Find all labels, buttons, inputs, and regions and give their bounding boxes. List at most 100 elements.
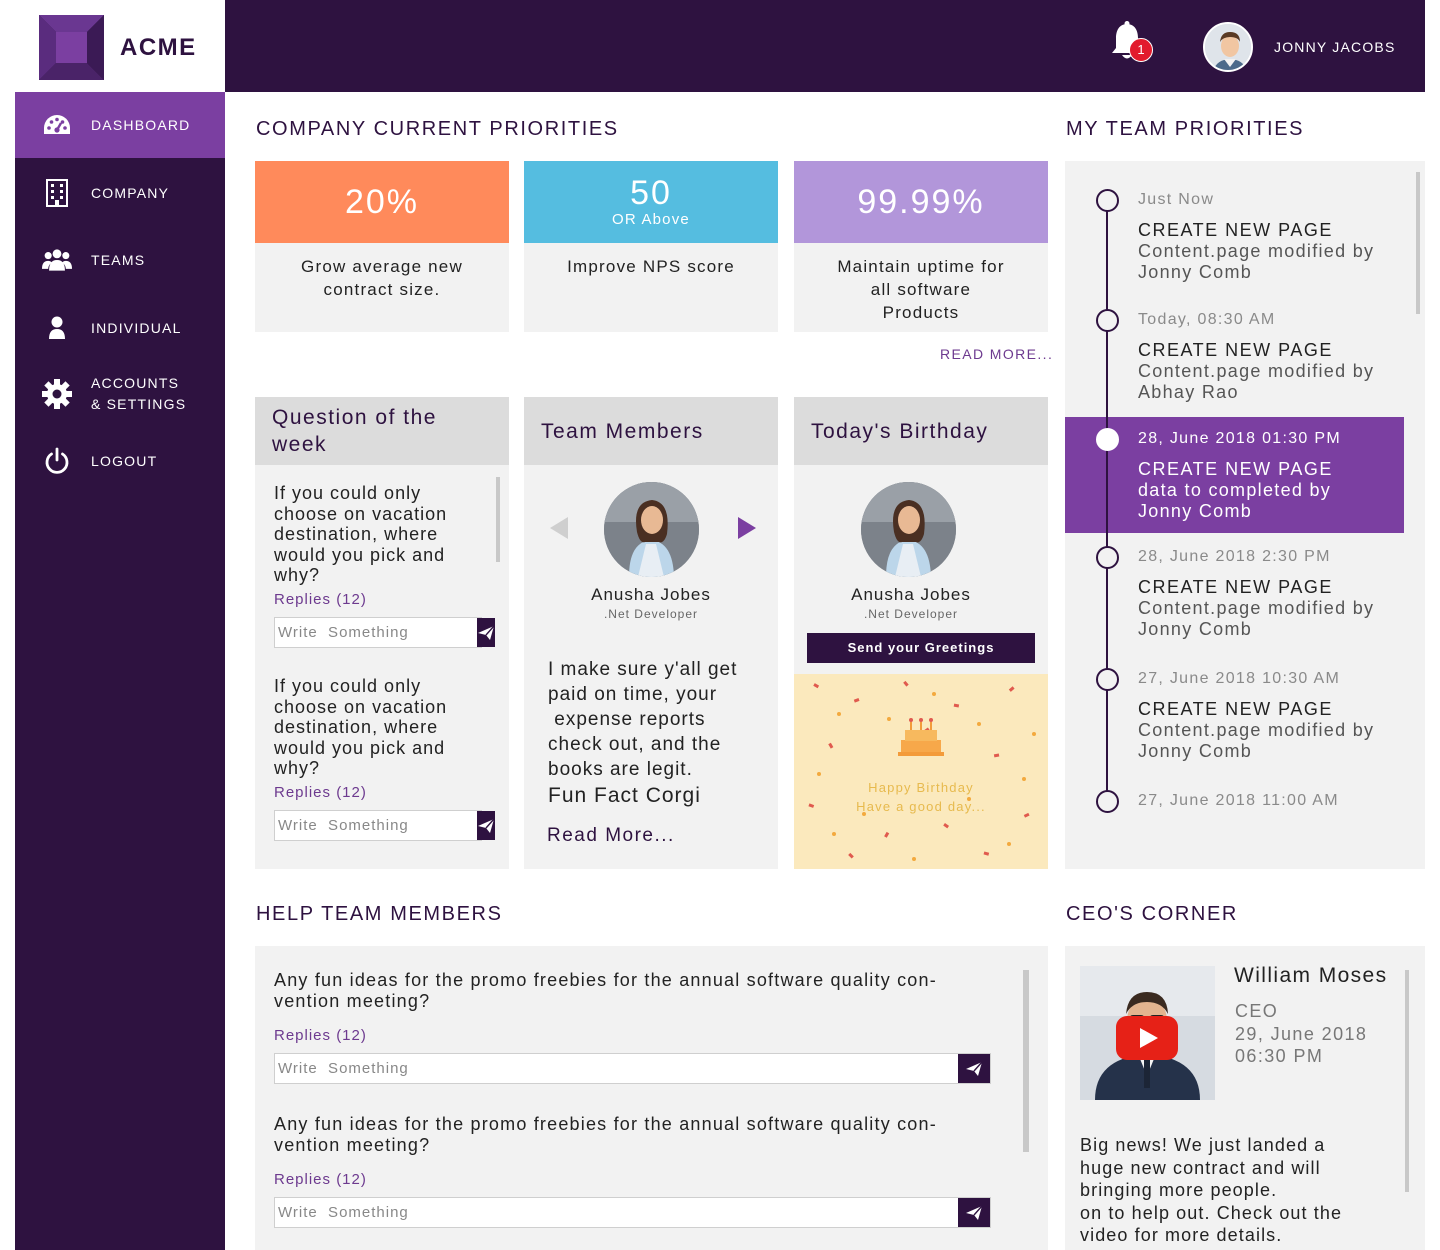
timeline-time: Today, 08:30 AM [1138, 311, 1276, 328]
user-name[interactable]: JONNY JACOBS [1274, 39, 1396, 55]
timeline-desc-line: Jonny Comb [1138, 741, 1253, 761]
reply-input[interactable] [275, 1054, 958, 1083]
send-button[interactable] [958, 1198, 990, 1227]
gear-icon [42, 379, 72, 409]
timeline-dot [1096, 790, 1119, 813]
send-button[interactable] [958, 1054, 990, 1083]
quote-line: expense reports [548, 709, 706, 730]
timeline-entry-active[interactable]: 28, June 2018 01:30 PM CREATE NEW PAGE d… [1138, 429, 1408, 522]
send-button[interactable] [477, 618, 495, 647]
timeline-desc-line: Abhay Rao [1138, 382, 1239, 402]
sidebar-item-individual[interactable]: INDIVIDUAL [15, 295, 225, 361]
ceo-role: CEO [1235, 1001, 1279, 1021]
timeline-desc-line: Content.page modified by [1138, 361, 1375, 381]
send-button[interactable] [477, 811, 495, 840]
card-title-line: week [272, 433, 328, 456]
timeline-desc-line: Content.page modified by [1138, 598, 1375, 618]
scrollbar-thumb[interactable] [496, 477, 500, 562]
timeline-dot [1096, 309, 1119, 332]
reply-input[interactable] [275, 811, 477, 840]
reply-input[interactable] [275, 1198, 958, 1227]
ceo-video[interactable] [1080, 966, 1215, 1100]
scrollbar-thumb[interactable] [1416, 172, 1420, 314]
group-icon [42, 245, 72, 275]
timeline-entry[interactable]: Just Now CREATE NEW PAGE Content.page mo… [1138, 190, 1408, 283]
sidebar-item-teams[interactable]: TEAMS [15, 227, 225, 293]
priority-card-1: 20% Grow average new contract size. [255, 161, 509, 332]
timeline-entry[interactable]: Today, 08:30 AM CREATE NEW PAGE Content.… [1138, 310, 1408, 403]
member-name: Anusha Jobes [851, 585, 971, 604]
replies-link[interactable]: Replies (12) [274, 1171, 367, 1188]
timeline-time: Just Now [1138, 191, 1215, 208]
timeline-entry[interactable]: 28, June 2018 2:30 PM CREATE NEW PAGE Co… [1138, 547, 1408, 640]
sidebar-item-label: LOGOUT [91, 452, 158, 469]
question-text: If you could only choose on vacation des… [274, 483, 489, 586]
scrollbar-thumb[interactable] [1023, 970, 1029, 1152]
timeline-line [1106, 201, 1108, 801]
timeline-entry[interactable]: 27, June 2018 10:30 AM CREATE NEW PAGE C… [1138, 669, 1408, 762]
replies-link[interactable]: Replies (12) [274, 784, 367, 801]
ceo-corner-title: CEO'S CORNER [1066, 903, 1238, 925]
sidebar-item-logout[interactable]: LOGOUT [15, 428, 225, 494]
team-members-header: Team Members [524, 397, 778, 465]
timeline-dot [1096, 189, 1119, 212]
timeline-desc-line: Jonny Comb [1138, 619, 1253, 639]
help-question-text: Any fun ideas for the promo freebies for… [274, 970, 1004, 1012]
sidebar-item-label-line2: & SETTINGS [91, 396, 187, 412]
user-avatar[interactable] [1203, 22, 1253, 72]
timeline-time: 28, June 2018 2:30 PM [1138, 548, 1331, 565]
quote-line: books are legit. [548, 759, 693, 780]
sidebar-item-label: TEAMS [91, 251, 146, 268]
timeline-entry[interactable]: 27, June 2018 11:00 AM [1138, 791, 1408, 811]
scrollbar-thumb[interactable] [1405, 970, 1409, 1192]
question-of-week-header: Question of the week [255, 397, 509, 465]
card-title-line: Question of the [272, 406, 437, 429]
ceo-message-line: huge new contract and will [1080, 1157, 1321, 1178]
timeline-title: CREATE NEW PAGE [1138, 577, 1333, 597]
priority-description-line: all software [870, 280, 972, 299]
play-icon[interactable] [1116, 1016, 1178, 1060]
send-greetings-button[interactable]: Send your Greetings [807, 633, 1035, 663]
timeline-active-highlight[interactable] [1065, 417, 1404, 533]
timeline-dot [1096, 668, 1119, 691]
question-line: choose on vacation [274, 503, 448, 524]
sidebar-item-company[interactable]: COMPANY [15, 160, 225, 226]
sidebar-item-accounts-settings[interactable]: ACCOUNTS & SETTINGS [15, 361, 225, 427]
help-question-line: vention meeting? [274, 991, 431, 1011]
timeline-title: CREATE NEW PAGE [1138, 459, 1333, 479]
previous-member-arrow[interactable] [550, 517, 568, 539]
priority-description: Maintain uptime for all software Product… [794, 243, 1048, 324]
team-members-card: Team Members Anusha Jobes .Net Developer… [524, 397, 778, 869]
help-team-title: HELP TEAM MEMBERS [256, 903, 503, 925]
member-read-more-link[interactable]: Read More... [547, 825, 675, 846]
sidebar-item-dashboard[interactable]: DASHBOARD [15, 92, 225, 158]
priority-card-header: 20% [255, 161, 509, 243]
sidebar-item-label: INDIVIDUAL [91, 319, 182, 336]
birthday-message-line1: Happy Birthday [868, 780, 974, 795]
birthday-card: Today's Birthday Anusha Jobes .Net Devel… [794, 397, 1048, 869]
replies-link[interactable]: Replies (12) [274, 591, 367, 608]
timeline-desc-line: Jonny Comb [1138, 262, 1253, 282]
fun-fact: Fun Fact Corgi [548, 784, 701, 807]
reply-input[interactable] [275, 618, 477, 647]
ceo-message: Big news! We just landed a huge new cont… [1080, 1134, 1400, 1247]
birthday-header: Today's Birthday [794, 397, 1048, 465]
send-icon [966, 1205, 983, 1220]
reply-box [274, 1197, 991, 1228]
timeline-dot-active [1096, 428, 1119, 451]
team-priorities-title: MY TEAM PRIORITIES [1066, 118, 1305, 140]
reply-box [274, 617, 495, 648]
next-member-arrow[interactable] [738, 517, 756, 539]
cake-icon [898, 718, 944, 756]
user-avatar-image [1205, 24, 1251, 70]
priority-description-line: Improve NPS score [567, 257, 735, 276]
replies-link[interactable]: Replies (12) [274, 1027, 367, 1044]
help-question-line: Any fun ideas for the promo freebies for… [274, 1114, 937, 1134]
timeline-desc-line: Content.page modified by [1138, 241, 1375, 261]
timeline-title: CREATE NEW PAGE [1138, 220, 1333, 240]
ceo-video-thumbnail [1080, 966, 1215, 1100]
help-question-line: Any fun ideas for the promo freebies for… [274, 970, 937, 990]
team-members-title: Team Members [541, 419, 704, 443]
priorities-read-more-link[interactable]: READ MORE... [940, 346, 1054, 362]
birthday-title: Today's Birthday [811, 419, 989, 443]
